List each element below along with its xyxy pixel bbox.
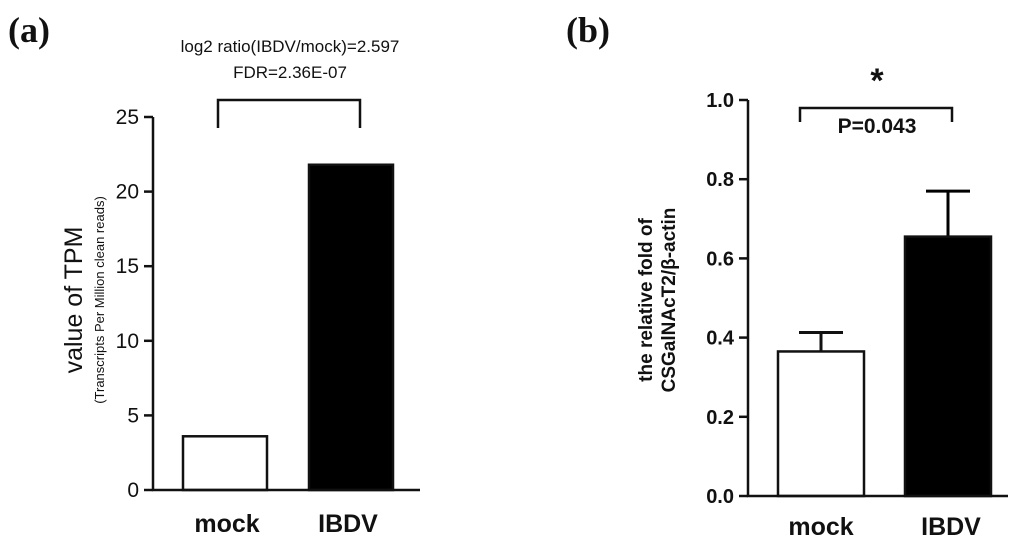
panel-a-ytick-label: 15	[116, 255, 139, 278]
panel-a-letter: (a)	[8, 10, 50, 50]
panel-a-ytick-label: 10	[116, 330, 139, 353]
panel-a-annotation-fdr: FDR=2.36E-07	[233, 63, 347, 82]
panel-a-ytick-label: 20	[116, 181, 139, 204]
panel-b-ylabel-line1: the relative fold of	[636, 218, 657, 382]
panel-b-bars	[776, 235, 993, 498]
panel-b: (b) * P=0.043 the relative fold of CSGal…	[566, 10, 1008, 541]
panel-a-yticks: 0 5 10 15 20 25	[116, 106, 153, 502]
panel-a-ytick-label: 5	[127, 404, 139, 427]
panel-a-annotation-ratio: log2 ratio(IBDV/mock)=2.597	[181, 37, 400, 56]
panel-b-ylabel-line2: CSGalNAcT2/β-actin	[659, 208, 680, 393]
panel-a: (a) log2 ratio(IBDV/mock)=2.597 FDR=2.36…	[8, 10, 420, 538]
panel-b-ytick-label: 0.8	[706, 169, 734, 191]
panel-a-ytick-label: 0	[127, 479, 139, 502]
panel-b-yticks: 0.0 0.2 0.4 0.6 0.8 1.0	[706, 90, 748, 508]
panel-b-ytick-label: 0.2	[706, 407, 734, 429]
panel-b-ytick-label: 1.0	[706, 90, 734, 112]
panel-b-letter: (b)	[566, 10, 610, 50]
panel-a-category-ibdv: IBDV	[318, 510, 378, 538]
panel-b-axes	[746, 100, 1008, 498]
panel-a-ylabel-sub-group: (Transcripts Per Million clean reads)	[92, 196, 107, 404]
panel-a-ylabel: value of TPM	[60, 227, 88, 374]
panel-b-bar-mock	[776, 350, 866, 498]
panel-b-category-ibdv: IBDV	[921, 513, 981, 541]
panel-a-bar-ibdv	[307, 163, 395, 492]
panel-a-ylabel-sub: (Transcripts Per Million clean reads)	[92, 196, 107, 404]
panel-b-ylabel-line1-group: the relative fold of	[636, 218, 657, 382]
panel-b-error-bars	[799, 189, 970, 352]
panel-a-category-mock: mock	[194, 510, 259, 538]
panel-a-ytick-label: 25	[116, 106, 139, 129]
panel-b-significance-star: *	[870, 62, 884, 100]
panel-b-ytick-label: 0.6	[706, 248, 734, 270]
panel-b-ytick-label: 0.0	[706, 486, 734, 508]
panel-b-ylabel-line2-group: CSGalNAcT2/β-actin	[659, 208, 680, 393]
panel-b-bar-ibdv	[903, 235, 993, 498]
panel-b-pvalue: P=0.043	[838, 115, 917, 138]
panel-a-bar-mock	[181, 435, 269, 492]
panel-b-ytick-label: 0.4	[706, 328, 735, 350]
panel-a-axes	[151, 117, 420, 492]
panel-a-ylabel-group: value of TPM	[60, 227, 88, 374]
panel-a-bars	[181, 163, 395, 492]
panel-a-categories: mock IBDV	[194, 510, 378, 538]
panel-b-category-mock: mock	[788, 513, 853, 541]
panel-b-categories: mock IBDV	[788, 513, 981, 541]
panel-a-bracket	[216, 98, 362, 128]
panel-b-bracket	[798, 106, 954, 122]
